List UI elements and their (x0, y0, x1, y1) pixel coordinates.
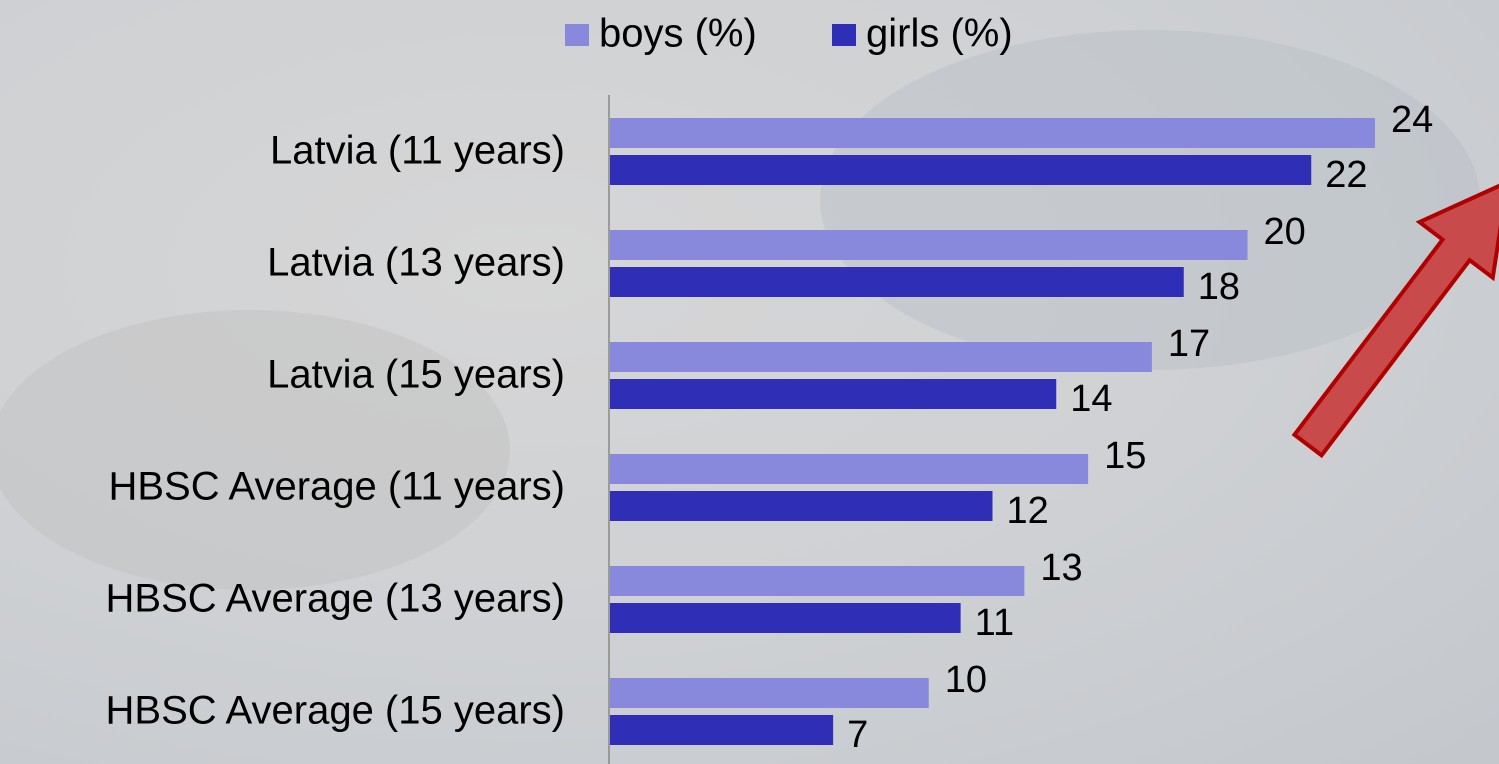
y-tick-label: HBSC Average (15 years) (106, 689, 565, 733)
bar (610, 491, 993, 521)
bar (610, 342, 1152, 372)
y-tick-label: HBSC Average (11 years) (108, 465, 565, 509)
data-label: 18 (1198, 266, 1240, 308)
legend-label: boys (%) (599, 12, 757, 56)
chart: boys (%) girls (%) Latvia (11 years) 24 22 La… (0, 0, 1499, 764)
bar (610, 603, 961, 633)
bar (610, 118, 1375, 148)
bar (610, 566, 1024, 596)
data-label: 10 (945, 659, 987, 701)
bar (610, 267, 1184, 297)
data-label: 20 (1264, 211, 1306, 253)
data-label: 7 (847, 714, 868, 756)
data-label: 17 (1168, 323, 1210, 365)
data-label: 13 (1040, 547, 1082, 589)
bar (610, 678, 929, 708)
legend-swatch (832, 24, 856, 46)
data-label: 12 (1007, 490, 1049, 532)
data-label: 15 (1104, 435, 1146, 477)
y-tick-label: HBSC Average (13 years) (106, 577, 565, 621)
bar (610, 230, 1248, 260)
data-label: 14 (1070, 378, 1112, 420)
data-label: 22 (1325, 154, 1367, 196)
bar (610, 454, 1088, 484)
data-label: 24 (1391, 99, 1433, 141)
legend-swatch (565, 24, 589, 46)
y-tick-label: Latvia (11 years) (270, 129, 565, 173)
legend-label: girls (%) (866, 12, 1013, 56)
y-tick-label: Latvia (13 years) (267, 241, 565, 285)
bar (610, 155, 1311, 185)
bar (610, 379, 1056, 409)
bar (610, 715, 833, 745)
data-label: 11 (975, 602, 1014, 644)
y-tick-label: Latvia (15 years) (267, 353, 565, 397)
